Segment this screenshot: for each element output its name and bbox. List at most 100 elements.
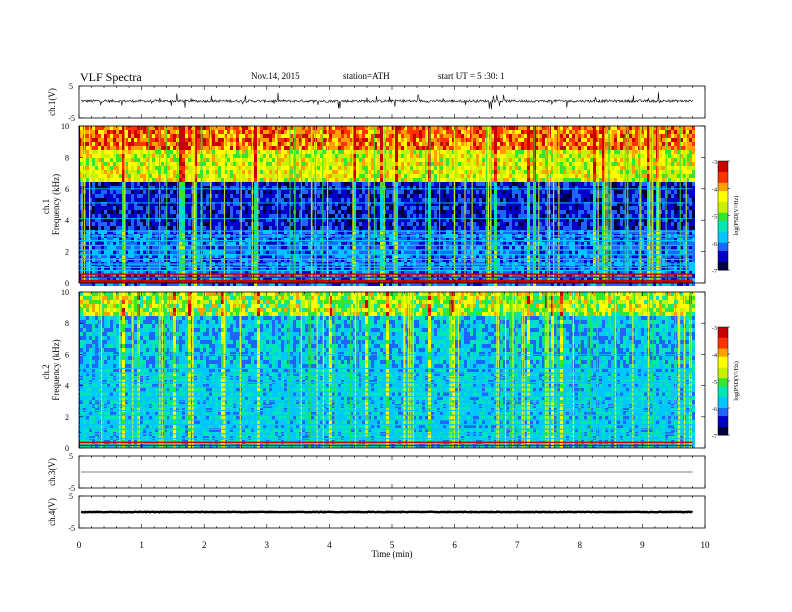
spectrogram-cell: [332, 270, 335, 274]
spectrogram-cell: [215, 250, 218, 254]
spectrogram-cell: [434, 190, 437, 194]
spectrogram-cell: [170, 274, 173, 278]
spectrogram-cell: [362, 162, 365, 166]
spectrogram-cell: [194, 170, 197, 174]
spectrogram-cell: [119, 178, 122, 182]
spectrogram-cell: [203, 218, 206, 222]
spectrogram-cell: [182, 246, 185, 250]
spectrogram-cell: [353, 174, 356, 178]
spectrogram-cell: [281, 186, 284, 190]
spectrogram-cell: [119, 206, 122, 210]
spectrogram-cell: [206, 250, 209, 254]
spectrogram-cell: [344, 210, 347, 214]
spectrogram-cell: [263, 190, 266, 194]
spectrogram-cell: [191, 282, 194, 286]
spectrogram-cell: [206, 178, 209, 182]
spectrogram-cell: [194, 138, 197, 142]
spectrogram-cell: [269, 242, 272, 246]
spectrogram-cell: [221, 210, 224, 214]
spectrogram-cell: [287, 238, 290, 242]
spectrogram-cell: [212, 182, 215, 186]
spectrogram-cell: [338, 202, 341, 206]
spectrogram-cell: [212, 154, 215, 158]
spectrogram-cell: [194, 222, 197, 226]
spectrogram-cell: [320, 134, 323, 138]
spectrogram-cell: [116, 142, 119, 146]
spectrogram-cell: [281, 138, 284, 142]
spectrogram-cell: [410, 250, 413, 254]
spectrogram-cell: [431, 266, 434, 270]
spectrogram-cell: [230, 190, 233, 194]
spectrogram-cell: [188, 174, 191, 178]
spectrogram-cell: [125, 130, 128, 134]
spectrogram-cell: [317, 210, 320, 214]
spectrogram-cell: [179, 198, 182, 202]
spectrogram-cell: [245, 282, 248, 286]
spectrogram-cell: [167, 186, 170, 190]
spectrogram-cell: [269, 270, 272, 274]
spectrogram-cell: [155, 210, 158, 214]
spectrogram-cell: [161, 206, 164, 210]
spectrogram-cell: [257, 270, 260, 274]
spectrogram-cell: [422, 150, 425, 154]
spectrogram-cell: [341, 214, 344, 218]
spectrogram-cell: [224, 174, 227, 178]
spectrogram-cell: [329, 266, 332, 270]
spectrogram-cell: [395, 214, 398, 218]
spectrogram-cell: [140, 230, 143, 234]
spectrogram-cell: [161, 226, 164, 230]
spectrogram-cell: [305, 270, 308, 274]
spectrogram-cell: [272, 178, 275, 182]
spectrogram-cell: [365, 162, 368, 166]
spectrogram-cell: [386, 238, 389, 242]
spectrogram-cell: [368, 270, 371, 274]
spectrogram-cell: [110, 150, 113, 154]
spectrogram-cell: [92, 126, 95, 130]
spectrogram-cell: [299, 254, 302, 258]
spectrogram-cell: [116, 154, 119, 158]
spectrogram-cell: [260, 210, 263, 214]
spectrogram-cell: [131, 282, 134, 286]
spectrogram-cell: [206, 282, 209, 286]
spectrogram-cell: [113, 238, 116, 242]
spectrogram-cell: [365, 182, 368, 186]
spectrogram-cell: [434, 126, 437, 130]
spectrogram-cell: [143, 150, 146, 154]
spectrogram-cell: [218, 246, 221, 250]
spectrogram-cell: [296, 206, 299, 210]
spectrogram-cell: [269, 238, 272, 242]
spectrogram-cell: [299, 138, 302, 142]
spectrogram-cell: [98, 270, 101, 274]
spectrogram-cell: [167, 230, 170, 234]
spectrogram-cell: [218, 126, 221, 130]
spectrogram-cell: [107, 226, 110, 230]
spectrogram-cell: [395, 150, 398, 154]
spectrogram-cell: [284, 150, 287, 154]
spectrogram-cell: [125, 126, 128, 130]
spectrogram-cell: [143, 266, 146, 270]
spectrogram-cell: [197, 246, 200, 250]
spectrogram-cell: [227, 162, 230, 166]
spectrogram-cell: [272, 138, 275, 142]
spectrogram-cell: [155, 238, 158, 242]
spectrogram-cell: [263, 214, 266, 218]
spectrogram-cell: [113, 142, 116, 146]
spectrogram-cell: [236, 154, 239, 158]
spectrogram-cell: [269, 162, 272, 166]
spectrogram-cell: [131, 126, 134, 130]
spectrogram-cell: [257, 158, 260, 162]
spectrogram-cell: [242, 170, 245, 174]
spectrogram-cell: [422, 226, 425, 230]
spectrogram-cell: [134, 206, 137, 210]
spectrogram-cell: [419, 210, 422, 214]
spectrogram-cell: [266, 138, 269, 142]
spectrogram-cell: [116, 250, 119, 254]
spectrogram-cell: [194, 174, 197, 178]
spectrogram-cell: [182, 146, 185, 150]
spectrogram-cell: [323, 162, 326, 166]
spectrogram-cell: [413, 266, 416, 270]
spectrogram-cell: [143, 142, 146, 146]
spectrogram-cell: [392, 270, 395, 274]
spectrogram-cell: [95, 162, 98, 166]
spectrogram-cell: [182, 150, 185, 154]
